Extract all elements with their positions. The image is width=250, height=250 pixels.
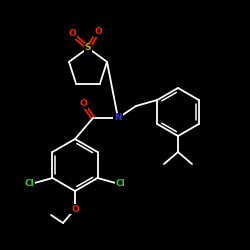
Text: Cl: Cl — [116, 178, 126, 188]
Text: N: N — [114, 114, 122, 122]
Text: O: O — [71, 204, 79, 214]
Text: O: O — [79, 100, 87, 108]
Text: O: O — [94, 28, 102, 36]
Text: Cl: Cl — [24, 178, 34, 188]
Text: S: S — [85, 44, 91, 52]
Text: O: O — [68, 30, 76, 38]
